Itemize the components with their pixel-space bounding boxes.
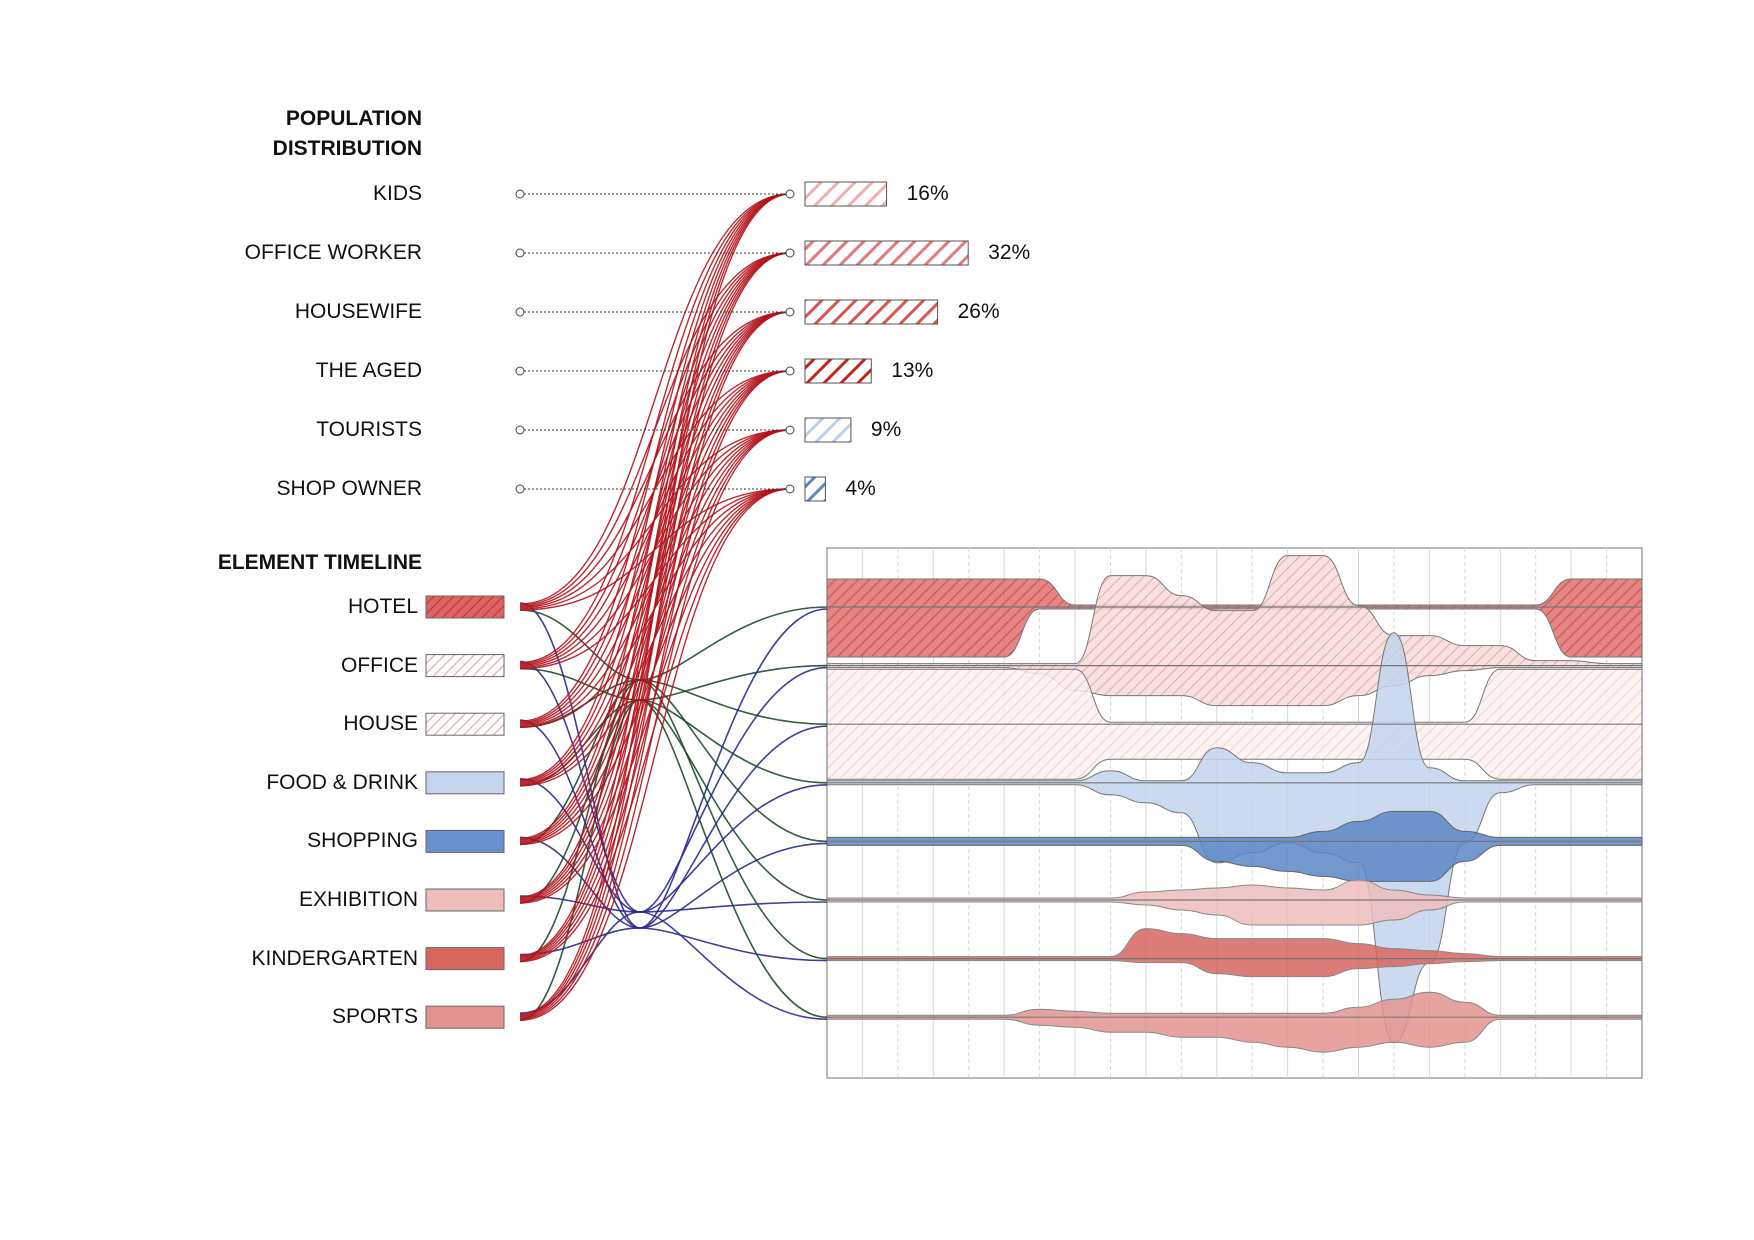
population-link bbox=[519, 193, 791, 898]
population-link bbox=[519, 193, 791, 781]
timeline-link bbox=[519, 895, 828, 913]
bar bbox=[804, 358, 872, 384]
stream-band bbox=[826, 991, 1643, 1053]
bar-value-label: 4% bbox=[845, 477, 876, 500]
bar-value-label: 32% bbox=[988, 241, 1031, 264]
connector-dot bbox=[785, 189, 795, 199]
timeline-label: SHOPPING bbox=[307, 829, 418, 853]
legend-swatch bbox=[425, 595, 505, 619]
population-link bbox=[519, 252, 791, 1017]
population-label: HOUSEWIFE bbox=[294, 300, 422, 323]
bar bbox=[804, 417, 852, 443]
population-label: OFFICE WORKER bbox=[244, 241, 422, 264]
legend-swatch bbox=[425, 1005, 505, 1029]
legend-swatch bbox=[425, 947, 505, 971]
timeline-link bbox=[519, 660, 828, 913]
timeline-link bbox=[519, 927, 828, 962]
population-label: THE AGED bbox=[315, 359, 422, 382]
stream-band bbox=[826, 879, 1643, 926]
bar bbox=[804, 299, 939, 325]
stream-band bbox=[826, 810, 1643, 882]
stream-band bbox=[826, 555, 1643, 707]
timeline-label: FOOD & DRINK bbox=[266, 770, 418, 794]
legend-swatch bbox=[425, 829, 505, 853]
timeline-label: KINDERGARTEN bbox=[251, 946, 418, 970]
legend-swatch bbox=[425, 654, 505, 678]
connector-dot bbox=[515, 425, 525, 435]
timeline-label: SPORTS bbox=[332, 1005, 418, 1029]
population-label: KIDS bbox=[372, 182, 422, 205]
bar bbox=[804, 181, 888, 207]
population-link bbox=[519, 488, 791, 1021]
population-heading: POPULATION DISTRIBUTION bbox=[272, 107, 422, 160]
connector-dot bbox=[515, 307, 525, 317]
timeline-panel bbox=[826, 547, 1643, 1079]
bar-value-label: 16% bbox=[906, 182, 949, 205]
bar bbox=[804, 476, 826, 502]
timeline-heading: ELEMENT TIMELINE bbox=[217, 551, 422, 574]
population-link bbox=[519, 193, 791, 840]
population-link bbox=[519, 193, 791, 664]
connector-dot bbox=[515, 189, 525, 199]
population-bars bbox=[804, 181, 969, 502]
timeline-label: HOTEL bbox=[347, 595, 418, 618]
legend-swatch bbox=[425, 888, 505, 912]
population-links bbox=[519, 193, 791, 1021]
bar-value-label: 9% bbox=[870, 418, 902, 441]
timeline-label: EXHIBITION bbox=[298, 888, 418, 911]
connector-dot bbox=[785, 307, 795, 317]
connector-dot bbox=[785, 425, 795, 435]
legend-swatch bbox=[425, 771, 505, 795]
stream-band bbox=[826, 928, 1643, 978]
connector-dot bbox=[785, 484, 795, 494]
connector-dot bbox=[515, 248, 525, 258]
connector-dot bbox=[515, 366, 525, 376]
timeline-label: HOUSE bbox=[343, 712, 418, 736]
population-link bbox=[519, 193, 791, 605]
connector-dot bbox=[515, 484, 525, 494]
connector-dots bbox=[515, 189, 795, 494]
population-label: SHOP OWNER bbox=[276, 477, 422, 500]
population-link bbox=[519, 429, 791, 1020]
population-link bbox=[519, 193, 791, 957]
timeline-swatches bbox=[425, 595, 505, 1029]
population-label: TOURISTS bbox=[316, 418, 422, 441]
connector-dot bbox=[785, 366, 795, 376]
population-link bbox=[519, 193, 791, 722]
bar-value-label: 13% bbox=[891, 359, 934, 382]
timeline-links-blue bbox=[519, 602, 828, 1020]
bar-value-label: 26% bbox=[957, 300, 1000, 323]
population-link bbox=[519, 370, 791, 1019]
timeline-label: OFFICE bbox=[341, 653, 418, 677]
population-link bbox=[519, 311, 791, 1018]
bar bbox=[804, 240, 969, 266]
connector-dot bbox=[785, 248, 795, 258]
legend-swatch bbox=[425, 712, 505, 736]
population-link bbox=[519, 193, 791, 1015]
